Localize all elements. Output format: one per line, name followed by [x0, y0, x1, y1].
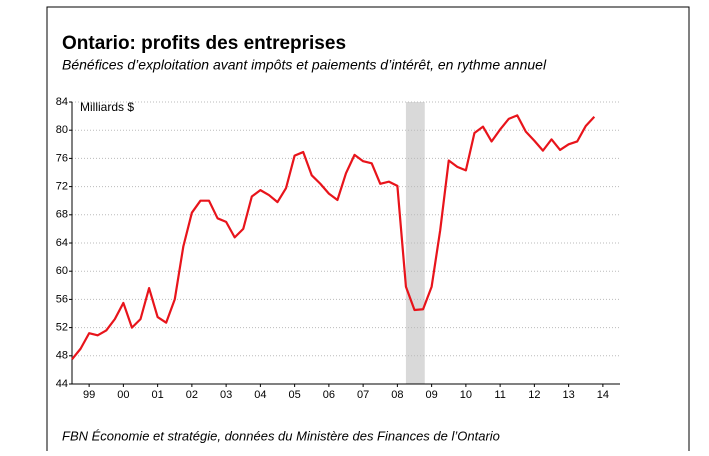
x-tick-label: 00: [117, 389, 129, 401]
x-tick-label: 09: [426, 389, 438, 401]
frame: [46, 6, 690, 451]
chart-subtitle: Bénéfices d’exploitation avant impôts et…: [62, 57, 547, 73]
y-tick-label: 60: [56, 265, 68, 277]
x-tick-label: 99: [83, 389, 95, 401]
y-tick-label: 76: [56, 152, 68, 164]
x-tick-label: 03: [220, 389, 232, 401]
x-tick-label: 06: [323, 389, 335, 401]
x-tick-label: 12: [528, 389, 540, 401]
x-tick-label: 02: [186, 389, 198, 401]
x-tick-label: 08: [391, 389, 403, 401]
x-tick-label: 10: [460, 389, 472, 401]
x-tick-label: 05: [289, 389, 301, 401]
y-tick-label: 48: [56, 350, 68, 362]
y-tick-label: 44: [56, 378, 68, 390]
x-tick-label: 13: [563, 389, 575, 401]
line: [71, 114, 596, 361]
chart-title: Ontario: profits des entreprises: [62, 33, 346, 54]
y-tick-label: 72: [56, 181, 68, 193]
y-tick-label: 68: [56, 209, 68, 221]
y-tick-label: 80: [56, 124, 68, 136]
y-tick-label: 56: [56, 293, 68, 305]
x-tick-label: 04: [254, 389, 266, 401]
x-tick-label: 07: [357, 389, 369, 401]
y-tick-label: 52: [56, 322, 68, 334]
y-tick-label: 64: [56, 237, 68, 249]
x-tick-label: 14: [597, 389, 609, 401]
y-tick-label: 84: [56, 96, 68, 108]
source: FBN Économie et stratégie, données du Mi…: [62, 428, 500, 443]
shaded-period: [405, 102, 425, 384]
x-tick-label: 01: [152, 389, 164, 401]
y-axis-label: Milliards $: [80, 100, 134, 114]
x-tick-label: 11: [494, 389, 505, 401]
